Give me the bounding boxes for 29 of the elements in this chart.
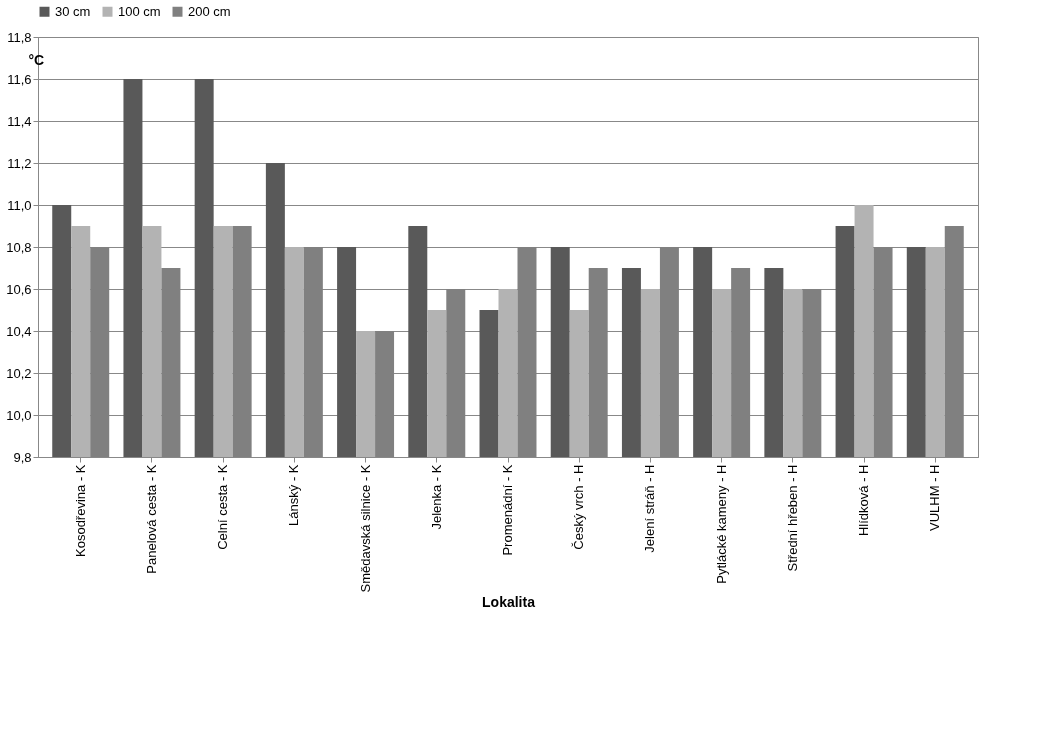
x-tick-label: Jelenka - K <box>428 464 444 530</box>
legend-label: 100 cm <box>118 3 161 19</box>
x-tick-label: Pytlácké kameny - H <box>713 464 729 584</box>
x-tick-label: Lánský - K <box>286 464 302 526</box>
y-tick-label: 11,0 <box>7 197 32 213</box>
x-tick-label: Panelová cesta - K <box>143 464 159 574</box>
x-tick-label: Hlídková - H <box>856 464 872 537</box>
y-axis-title: °C <box>28 51 45 68</box>
y-tick-label: 11,2 <box>7 155 32 171</box>
y-tick-label: 10,0 <box>6 407 32 423</box>
y-tick-label: 11,4 <box>7 113 32 129</box>
x-tick-label: Smědavská silnice - K <box>357 464 373 593</box>
legend-label: 30 cm <box>55 3 91 19</box>
y-tick-label: 10,8 <box>6 239 32 255</box>
x-tick-label: Střední hřeben - H <box>784 464 800 572</box>
y-tick-label: 10,2 <box>6 365 32 381</box>
y-tick-label: 11,6 <box>7 71 32 87</box>
x-tick-label: Kosodřevina - K <box>72 464 88 557</box>
y-tick-label: 9,8 <box>13 449 32 465</box>
y-tick-label: 11,8 <box>7 29 32 45</box>
x-tick-label: Jelení stráň - H <box>642 464 658 553</box>
x-axis-title: Lokalita <box>482 594 536 611</box>
y-tick-label: 10,4 <box>6 323 32 339</box>
x-tick-label: Celní cesta - K <box>215 464 231 550</box>
x-tick-label: Český vrch - H <box>571 464 587 550</box>
x-tick-label: VULHM - H <box>927 464 943 531</box>
legend-label: 200 cm <box>188 3 231 19</box>
x-tick-label: Promenádní - K <box>500 464 515 556</box>
y-tick-label: 10,6 <box>6 281 32 297</box>
